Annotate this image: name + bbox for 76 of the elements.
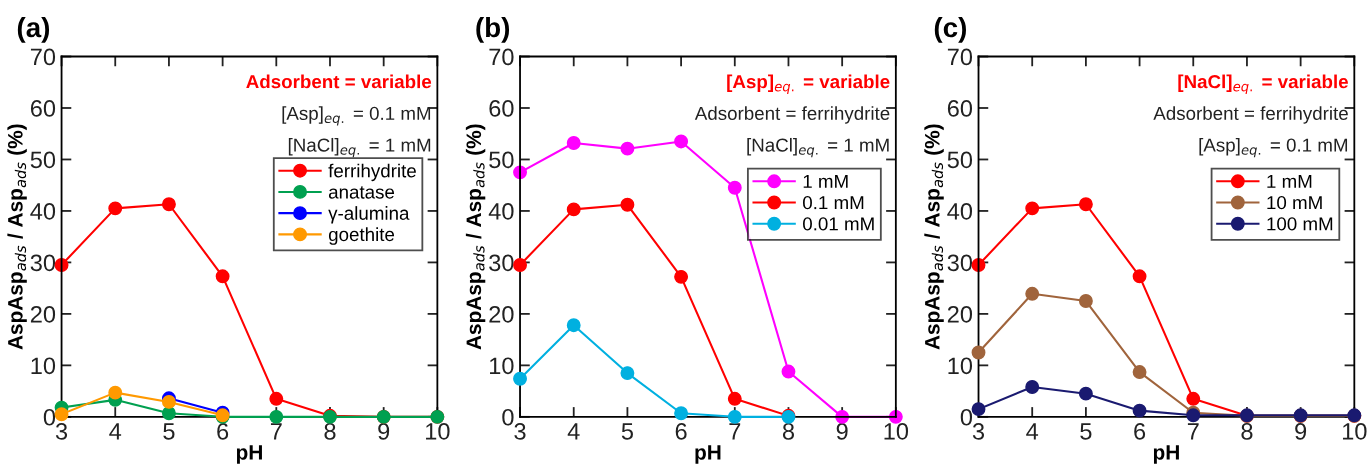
legend-label: 1 mM <box>803 174 848 188</box>
x-tick-label: 10 <box>884 423 909 440</box>
x-tick-label: 4 <box>567 423 580 440</box>
x-tick-label: 3 <box>972 423 985 440</box>
x-axis-title: pH <box>1153 445 1179 464</box>
x-tick-label: 5 <box>1080 423 1092 440</box>
x-tick-label: 5 <box>163 423 175 440</box>
legend-label: anatase <box>328 186 395 199</box>
y-axis-title: AspAsp$_{ads}$ / Asp$_{ads}$ (%) <box>924 124 944 350</box>
legend-label: 100 mM <box>1267 217 1333 231</box>
annotation: [NaCl]$_{eq.}$ = 1 mM <box>747 137 889 158</box>
y-tick-label: 20 <box>30 305 56 323</box>
y-tick-label: 20 <box>947 305 973 323</box>
x-tick-label: 7 <box>1187 423 1199 440</box>
annotation: [Asp]$_{eq.}$ = 0.1 mM <box>282 106 431 126</box>
legend-label: 10 mM <box>1267 196 1322 210</box>
annotation: [NaCl]$_{eq.}$ = 1 mM <box>288 137 431 158</box>
y-tick-label: 60 <box>489 100 514 117</box>
y-tick-label: 40 <box>30 203 56 220</box>
x-tick-label: 5 <box>621 423 633 440</box>
y-tick-label: 60 <box>30 100 56 117</box>
y-tick-label: 30 <box>489 254 514 272</box>
chart-title: (c) <box>934 16 966 43</box>
chart-title: (a) <box>17 16 50 43</box>
text: [NaCl]$_{eq.}$ = variable <box>1178 74 1348 94</box>
y-tick-label: 50 <box>489 151 514 169</box>
y-tick-label: 30 <box>947 254 973 272</box>
x-tick-label: 9 <box>1295 423 1307 440</box>
annotation: Adsorbent = ferrihydrite <box>694 106 890 124</box>
x-tick-label: 9 <box>836 423 848 440</box>
x-tick-label: 8 <box>1241 423 1253 440</box>
x-tick-label: 3 <box>55 423 68 440</box>
legend-label: 0.1 mM <box>803 196 864 210</box>
text: Adsorbent = variable <box>246 74 432 89</box>
text: [Asp]$_{eq.}$ = variable <box>727 74 890 94</box>
y-tick-label: 40 <box>947 203 973 220</box>
x-tick-label: 10 <box>1342 423 1367 440</box>
legend-label: 0.01 mM <box>803 217 874 231</box>
x-tick-label: 8 <box>324 423 336 440</box>
x-tick-label: 6 <box>675 423 687 440</box>
legend-label: goethite <box>328 227 395 245</box>
x-tick-label: 4 <box>109 423 122 440</box>
chart-title: (b) <box>476 16 510 43</box>
x-tick-label: 7 <box>729 423 741 440</box>
y-tick-label: 50 <box>947 151 973 169</box>
y-tick-label: 0 <box>960 408 973 426</box>
y-tick-label: 40 <box>488 203 514 220</box>
legend-label: γ-alumina <box>328 206 410 224</box>
x-tick-label: 3 <box>514 423 526 440</box>
y-tick-label: 60 <box>947 100 973 117</box>
x-tick-label: 6 <box>1134 423 1146 440</box>
annotation: Adsorbent = ferrihydrite <box>1153 106 1348 124</box>
x-tick-label: 6 <box>217 423 229 440</box>
x-tick-label: 7 <box>270 423 282 440</box>
x-tick-label: 9 <box>378 423 390 440</box>
x-axis-title: pH <box>695 445 721 464</box>
y-axis-title: AspAsp$_{ads}$ / Asp$_{ads}$ (%) <box>465 124 486 350</box>
y-tick-label: 50 <box>30 151 56 169</box>
x-tick-label: 8 <box>782 423 795 440</box>
y-tick-label: 0 <box>502 408 514 426</box>
y-tick-label: 10 <box>948 357 973 375</box>
annotation: [Asp]$_{eq.}$ = 0.1 mM <box>1199 137 1348 158</box>
legend-label: 1 mM <box>1267 174 1312 188</box>
y-tick-label: 20 <box>489 305 514 323</box>
y-tick-label: 0 <box>43 408 56 426</box>
x-axis-title: pH <box>236 445 262 464</box>
y-tick-label: 10 <box>490 357 514 375</box>
y-tick-label: 70 <box>947 48 973 66</box>
y-tick-label: 70 <box>489 48 514 66</box>
y-axis-title: AspAsp$_{ads}$ / Asp$_{ads}$ (%) <box>7 124 27 350</box>
y-tick-label: 10 <box>31 357 56 375</box>
legend-label: ferrihydrite <box>328 163 416 182</box>
y-tick-label: 30 <box>30 254 56 272</box>
x-tick-label: 4 <box>1026 423 1039 440</box>
x-tick-label: 10 <box>426 423 450 440</box>
y-tick-label: 70 <box>30 48 56 66</box>
